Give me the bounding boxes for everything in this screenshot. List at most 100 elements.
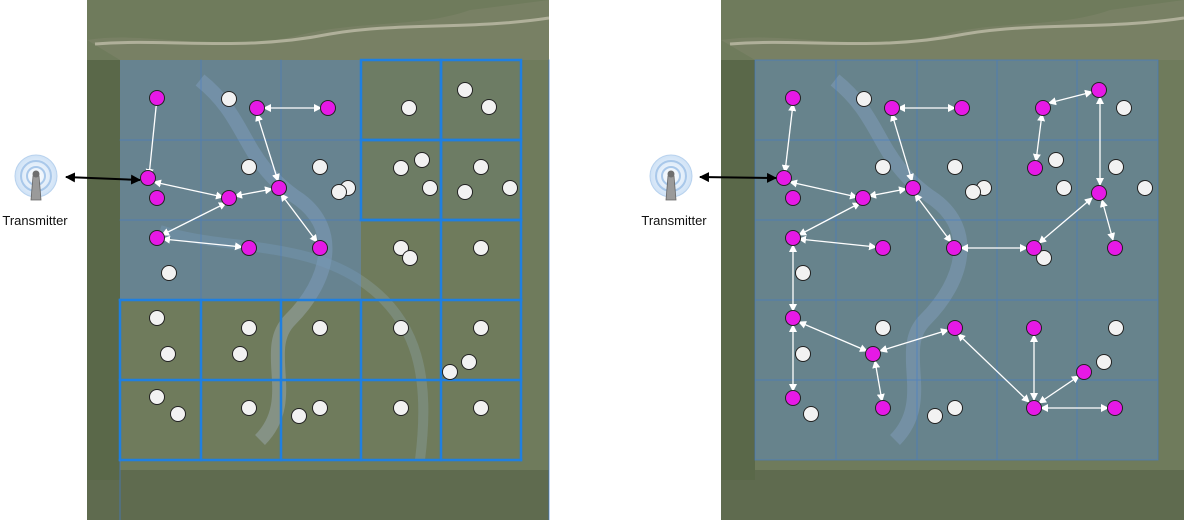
sensor-node [331,184,347,200]
sensor-node [232,346,248,362]
active-sensor-node [1091,82,1107,98]
sensor-nodes-active [140,90,336,256]
sensor-node [241,320,257,336]
sensor-node [473,240,489,256]
active-sensor-node [865,346,881,362]
sensor-nodes-inactive [149,82,518,424]
sensor-node [1048,152,1064,168]
active-sensor-node [947,320,963,336]
active-sensor-node [905,180,921,196]
sensor-node [401,100,417,116]
active-sensor-node [149,90,165,106]
sensor-nodes-active [776,82,1123,416]
sensor-node [160,346,176,362]
transmitter: Transmitter [641,154,777,228]
active-sensor-node [954,100,970,116]
sensor-node [312,320,328,336]
antenna-icon [649,154,693,201]
sensor-node [442,364,458,380]
network-links [145,97,322,251]
sensor-node [473,400,489,416]
sensor-node [1096,354,1112,370]
active-sensor-node [785,190,801,206]
sensor-node [457,82,473,98]
sensor-node [241,400,257,416]
active-sensor-node [312,240,328,256]
sensor-node [1108,320,1124,336]
right-panel: Transmitter [641,0,1184,520]
sensor-node [1137,180,1153,196]
network-links [781,89,1116,412]
sensor-node [461,354,477,370]
sensor-node [312,159,328,175]
transmitter-label: Transmitter [2,213,68,228]
sensor-node [393,400,409,416]
transmitter: Transmitter [2,154,141,228]
active-sensor-node [140,170,156,186]
sensor-node [856,91,872,107]
sensor-node [241,159,257,175]
active-sensor-node [1026,400,1042,416]
sensor-node [393,240,409,256]
grid-lines [118,58,550,520]
uplink-arrow [65,172,141,185]
sensor-node [149,310,165,326]
transmitter-label: Transmitter [641,213,707,228]
sensor-node [795,265,811,281]
active-sensor-node [785,90,801,106]
sensor-node [414,152,430,168]
active-sensor-node [149,230,165,246]
antenna-icon [14,154,58,201]
active-sensor-node [1091,185,1107,201]
sensor-node [221,91,237,107]
sensor-node [1116,100,1132,116]
active-sensor-node [1027,160,1043,176]
sensor-nodes-inactive [795,91,1153,424]
sensor-node [393,160,409,176]
active-sensor-node [855,190,871,206]
active-sensor-node [785,230,801,246]
uplink-arrow [699,172,777,183]
active-sensor-node [249,100,265,116]
active-sensor-node [884,100,900,116]
sensor-node [161,265,177,281]
sensor-node [473,320,489,336]
sensor-node [927,408,943,424]
sensor-node [402,250,418,266]
active-sensor-node [1107,400,1123,416]
active-sensor-node [221,190,237,206]
active-sensor-node [1026,320,1042,336]
sensor-node [1108,159,1124,175]
sensor-node [457,184,473,200]
sensor-node [795,346,811,362]
active-sensor-node [776,170,792,186]
sensor-node [291,408,307,424]
active-sensor-node [271,180,287,196]
active-sensor-node [320,100,336,116]
active-sensor-node [1026,240,1042,256]
active-sensor-node [946,240,962,256]
active-sensor-node [785,310,801,326]
sensor-node [422,180,438,196]
active-sensor-node [1076,364,1092,380]
active-sensor-node [1107,240,1123,256]
grid-fill [755,60,1158,460]
sensor-node [947,159,963,175]
active-sensor-node [875,400,891,416]
sensor-node [875,159,891,175]
left-panel: Transmitter [2,0,550,520]
sensor-node [473,159,489,175]
active-sensor-node [241,240,257,256]
satellite-background [721,0,1184,520]
active-sensor-node [1035,100,1051,116]
sensor-node [481,99,497,115]
sensor-node [149,389,165,405]
sensor-node [502,180,518,196]
sensor-node [170,406,186,422]
sensor-node [393,320,409,336]
sensor-node [947,400,963,416]
sensor-node [803,406,819,422]
sensor-node [875,320,891,336]
active-sensor-node [875,240,891,256]
